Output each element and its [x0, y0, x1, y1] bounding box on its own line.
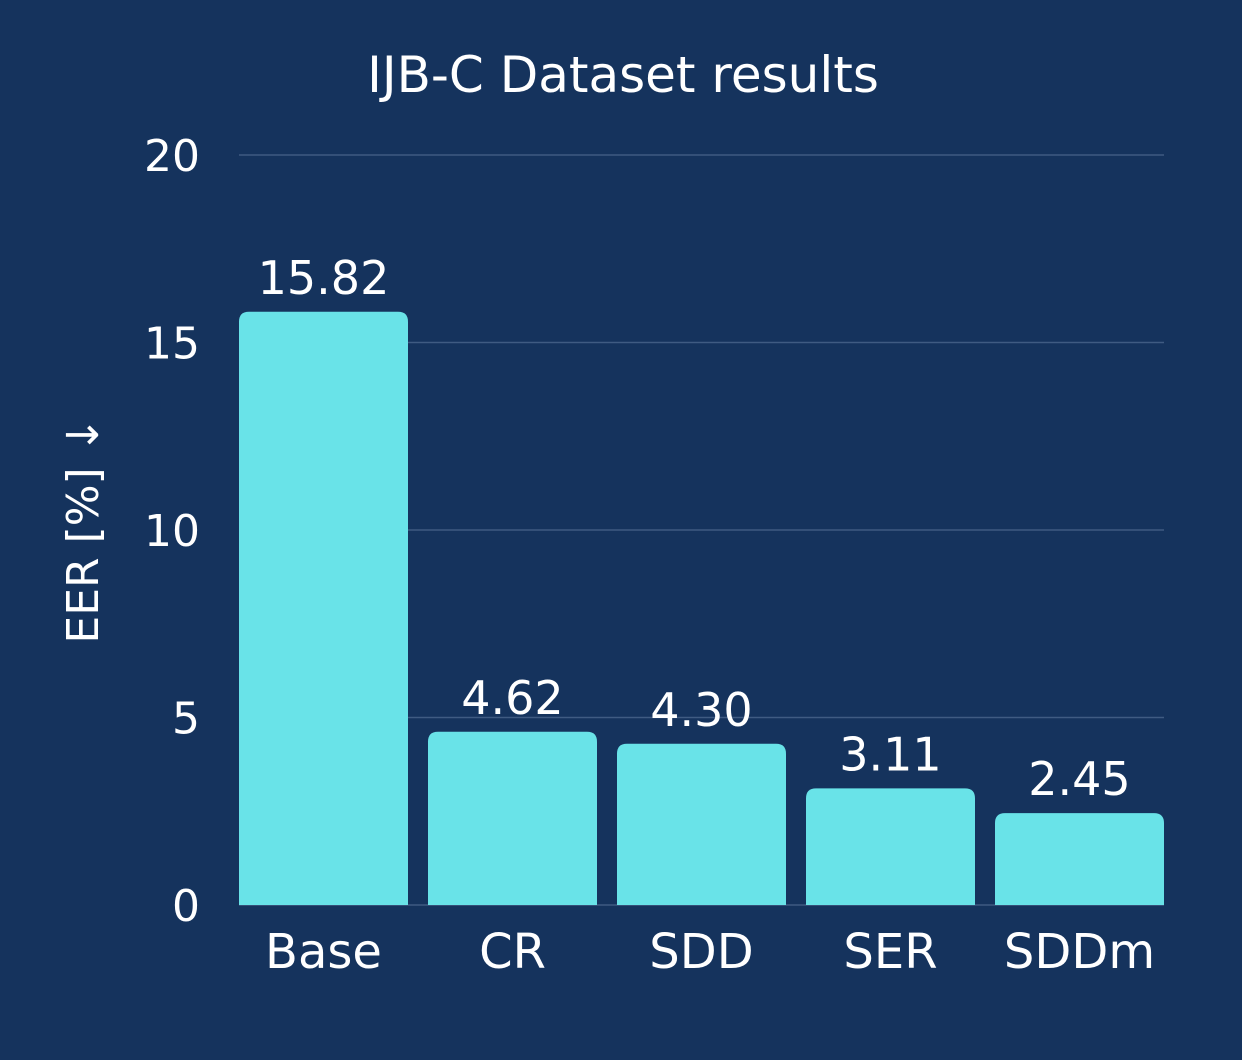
labels: 0 5 10 15 20 15.82 Base 4.62 CR 4.30 SDD 3.11 SER 2.4…	[144, 131, 1155, 980]
chart-title: IJB-C Dataset results	[367, 46, 879, 104]
x-tick-label: Base	[265, 924, 382, 980]
bar-base	[239, 311, 408, 905]
data-label: 4.62	[461, 671, 563, 725]
x-tick-label: CR	[479, 924, 546, 980]
y-tick-label: 10	[144, 506, 200, 557]
data-label: 2.45	[1028, 752, 1130, 806]
bar-ser	[806, 788, 975, 905]
x-tick-label: SDD	[649, 924, 753, 980]
bars	[239, 311, 1164, 905]
y-axis-label: EER [%] ↓	[58, 416, 109, 643]
bar-cr	[428, 731, 597, 905]
bar-sdd	[617, 743, 786, 905]
x-tick-label: SDDm	[1004, 924, 1155, 980]
x-tick-label: SER	[843, 924, 937, 980]
bar-sddm	[995, 813, 1164, 905]
data-label: 3.11	[839, 727, 941, 781]
y-tick-label: 0	[172, 881, 200, 932]
y-tick-label: 15	[144, 319, 200, 370]
data-label: 15.82	[258, 251, 390, 305]
y-tick-label: 20	[144, 131, 200, 182]
y-tick-label: 5	[172, 694, 200, 745]
data-label: 4.30	[650, 683, 752, 737]
